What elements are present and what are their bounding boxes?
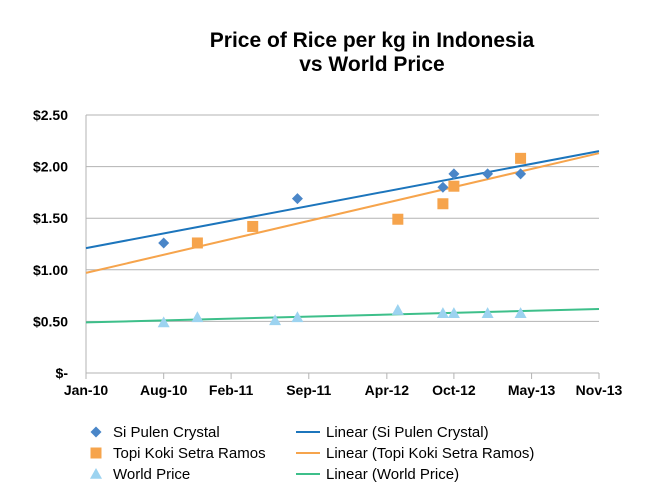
legend-label-si-pulen-crystal: Si Pulen Crystal <box>113 424 220 441</box>
x-tick-label: May-13 <box>508 382 556 398</box>
point-world-price <box>481 307 494 318</box>
point-topi-koki-setra-ramos <box>437 198 449 210</box>
chart-subtitle: vs World Price <box>299 53 445 76</box>
legend-label-world-price: World Price <box>113 466 190 483</box>
point-si-pulen-crystal <box>482 168 494 180</box>
y-tick-label: $2.50 <box>33 107 68 123</box>
point-world-price <box>436 307 449 318</box>
legend-marker-topi-koki-setra-ramos <box>90 447 102 459</box>
point-world-price <box>191 311 204 323</box>
point-topi-koki-setra-ramos <box>448 180 460 192</box>
point-world-price <box>514 307 527 318</box>
axes: $- $0.50 $1.00 $1.50 $2.00 $2.50 Jan-10 Aug-10 F… <box>33 107 623 398</box>
point-world-price <box>269 314 282 326</box>
legend-marker-world-price <box>90 468 102 479</box>
point-topi-koki-setra-ramos <box>392 213 404 225</box>
point-world-price <box>291 311 304 323</box>
x-tick-label: Sep-11 <box>286 382 331 398</box>
legend-label-linear-topi-koki-setra-ramos: Linear (Topi Koki Setra Ramos) <box>326 445 534 462</box>
point-si-pulen-crystal <box>291 193 303 205</box>
x-tick-label: Aug-10 <box>140 382 188 398</box>
legend-label-topi-koki-setra-ramos: Topi Koki Setra Ramos <box>113 445 266 462</box>
y-tick-label: $1.00 <box>33 262 68 278</box>
point-topi-koki-setra-ramos <box>247 220 259 232</box>
x-tick-label: Jan-10 <box>64 382 109 398</box>
gridlines <box>86 114 599 322</box>
point-si-pulen-crystal <box>437 181 449 193</box>
legend-label-linear-world-price: Linear (World Price) <box>326 466 459 483</box>
point-topi-koki-setra-ramos <box>191 237 203 249</box>
legend-label-linear-si-pulen-crystal: Linear (Si Pulen Crystal) <box>326 424 489 441</box>
y-tick-label: $0.50 <box>33 313 68 329</box>
point-world-price <box>157 316 170 328</box>
point-si-pulen-crystal <box>515 168 527 180</box>
point-world-price <box>391 304 404 315</box>
trendline-linear-topi-koki-setra-ramos <box>85 152 600 274</box>
x-tick-label: Oct-12 <box>432 382 476 398</box>
y-tick-label: $1.50 <box>33 210 68 226</box>
x-tick-label: Feb-11 <box>209 382 254 398</box>
chart-title: Price of Rice per kg in Indonesia <box>210 29 535 52</box>
trendline-linear-world-price <box>85 308 600 324</box>
x-tick-label: Nov-13 <box>576 382 623 398</box>
data-points <box>157 152 527 328</box>
legend: Si Pulen Crystal Topi Koki Setra Ramos Wor… <box>90 424 534 483</box>
x-tick-label: Apr-12 <box>365 382 410 398</box>
point-world-price <box>447 307 460 318</box>
point-si-pulen-crystal <box>158 237 170 249</box>
legend-marker-si-pulen-crystal <box>90 426 102 438</box>
trendline-linear-si-pulen-crystal <box>85 150 600 250</box>
point-si-pulen-crystal <box>448 168 460 180</box>
point-topi-koki-setra-ramos <box>515 152 527 164</box>
y-tick-label: $2.00 <box>33 159 68 175</box>
trendlines <box>85 150 600 324</box>
y-tick-label: $- <box>56 365 69 381</box>
